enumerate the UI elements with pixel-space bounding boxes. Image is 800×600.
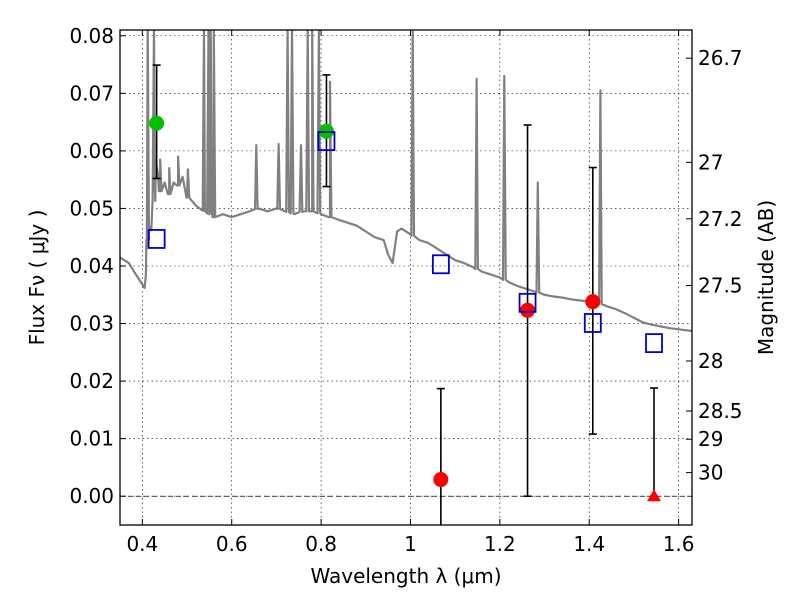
error-bars: [152, 64, 659, 525]
grid: [120, 30, 692, 525]
model-point: [583, 313, 602, 333]
x-tick-labels: 0.4 0.6 0.8 1 1.2 1.4 1.6: [126, 532, 694, 556]
y2-tick-labels: 26.7 27 27.2 27.5 28 28.5 29 30: [698, 46, 743, 484]
x-axis-label: Wavelength λ (μm): [310, 564, 501, 588]
plot-frame: [119, 29, 693, 526]
upper-limit-marker: [647, 489, 662, 502]
y-tick-label: 0.01: [69, 427, 114, 451]
y-tick-label: 0.04: [69, 254, 114, 278]
data-point: [585, 294, 601, 310]
data-point: [149, 115, 165, 131]
x-tick-label: 0.8: [305, 532, 337, 556]
y2-tick-label: 28: [698, 349, 723, 373]
model-point: [431, 254, 450, 275]
data-point: [433, 472, 449, 488]
y2-tick-label: 27: [698, 150, 723, 174]
x-tick-label: 1.6: [663, 532, 695, 556]
x-tick-label: 1.4: [573, 532, 605, 556]
model-point: [645, 333, 663, 354]
y-axis-label: Flux Fν ( μJy ): [25, 210, 49, 346]
y-tick-labels: 0.00 0.01 0.02 0.03 0.04 0.05 0.06 0.07 0.08: [69, 24, 114, 508]
y-tick-label: 0.02: [69, 369, 114, 393]
template-line: [120, 30, 692, 333]
y2-tick-label: 26.7: [698, 46, 743, 70]
template-spectrum: [120, 30, 692, 333]
x-tick-label: 0.6: [216, 532, 248, 556]
y2-tick-label: 29: [698, 427, 723, 451]
y-tick-label: 0.07: [69, 81, 114, 105]
x-tick-label: 1.2: [484, 532, 516, 556]
y-tick-label: 0.08: [69, 24, 114, 48]
model-point: [317, 131, 336, 151]
axis-ticks: [120, 30, 692, 525]
y-tick-label: 0.06: [69, 139, 114, 163]
y-tick-label: 0.05: [69, 196, 114, 220]
data-markers: [147, 115, 663, 502]
y-tick-label: 0.03: [69, 312, 114, 336]
x-tick-label: 0.4: [126, 532, 158, 556]
y2-tick-label: 27.2: [698, 207, 743, 231]
model-point: [518, 292, 537, 313]
x-tick-label: 1: [404, 532, 417, 556]
y2-axis-label: Magnitude (AB): [754, 200, 778, 355]
data-point: [520, 302, 536, 318]
y2-tick-label: 27.5: [698, 274, 743, 298]
y2-tick-label: 30: [698, 461, 723, 485]
model-point: [147, 229, 166, 249]
y-tick-label: 0.00: [69, 484, 114, 508]
y2-tick-label: 28.5: [698, 399, 743, 423]
